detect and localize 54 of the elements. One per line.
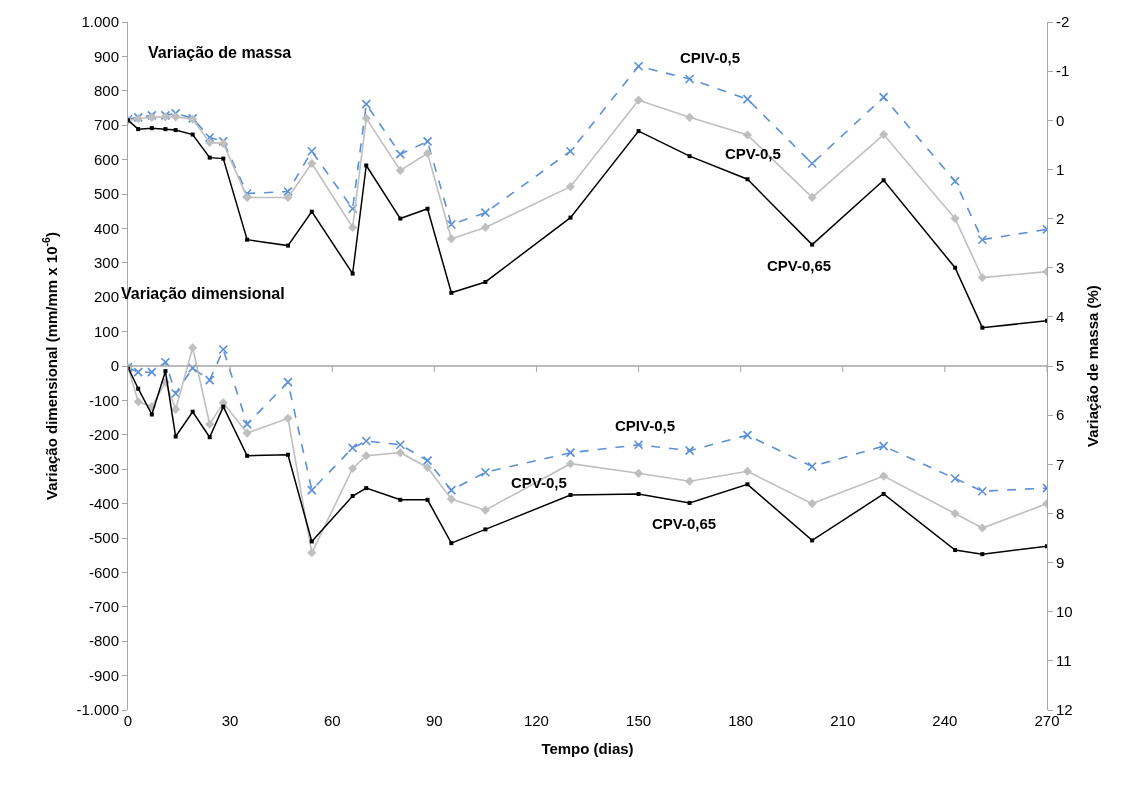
x-tick-label: 0	[123, 712, 133, 729]
x-axis-title: Tempo (dias)	[541, 740, 634, 757]
y-tick-label: -800	[88, 632, 119, 650]
series-label: CPIV-0,5	[615, 417, 676, 434]
y-tick-label: 100	[93, 322, 119, 340]
annotation: Variação de massa	[148, 44, 292, 61]
y2-axis-title: Variação de massa (%)	[1083, 285, 1101, 447]
y-tick-label: -500	[88, 529, 119, 547]
y-tick-label: -200	[88, 426, 119, 444]
x-tick-label: 180	[728, 712, 754, 729]
y-tick-label: -700	[88, 598, 119, 616]
y-tick-label: -400	[88, 494, 119, 512]
series-label: CPIV-0,5	[680, 49, 741, 66]
y-tick-label: -900	[88, 666, 119, 684]
y2-tick-label: 8	[1056, 504, 1065, 522]
x-tick-label: 30	[221, 712, 239, 729]
y2-tick-label: 2	[1056, 209, 1065, 227]
y2-tick-label: 6	[1056, 406, 1065, 424]
y-tick-label: 400	[93, 219, 119, 237]
y-tick-label: -300	[88, 460, 119, 478]
y-tick-label: 300	[93, 254, 119, 272]
y2-tick-label: 4	[1056, 308, 1065, 326]
y-tick-label: 700	[93, 116, 119, 134]
y-tick-label: 500	[93, 185, 119, 203]
x-tick-label: 60	[323, 712, 341, 729]
y-tick-label: 200	[93, 288, 119, 306]
y-tick-label: 600	[93, 150, 119, 168]
x-tick-label: 120	[523, 712, 549, 729]
series-label: CPV-0,5	[511, 474, 567, 491]
series-label: CPV-0,65	[652, 515, 717, 532]
y2-tick-label: 7	[1056, 455, 1065, 473]
y-tick-label: 1.000	[81, 13, 119, 31]
y2-tick-label: 10	[1056, 602, 1073, 620]
y2-tick-label: 3	[1056, 258, 1065, 276]
x-tick-label: 150	[626, 712, 652, 729]
x-tick-label: 90	[425, 712, 443, 729]
x-tick-label: 240	[932, 712, 958, 729]
y-tick-label: -100	[88, 391, 119, 409]
y2-tick-label: -2	[1056, 13, 1070, 31]
y2-tick-label: 11	[1056, 652, 1072, 670]
series-label: CPV-0,65	[767, 257, 832, 274]
y2-tick-label: 9	[1056, 553, 1065, 571]
y2-tick-label: 5	[1056, 357, 1065, 375]
y-tick-label: 0	[110, 357, 119, 375]
y-tick-label: -1.000	[76, 701, 119, 719]
y-tick-label: 800	[93, 82, 119, 100]
x-tick-label: 210	[830, 712, 856, 729]
y-tick-label: -600	[88, 563, 119, 581]
annotation: Variação dimensional	[121, 285, 285, 302]
y-tick-label: 900	[93, 47, 119, 65]
y2-tick-label: 1	[1056, 160, 1065, 178]
y2-tick-label: -1	[1056, 62, 1070, 80]
y2-tick-label: 0	[1056, 111, 1065, 129]
series-label: CPV-0,5	[725, 145, 781, 162]
